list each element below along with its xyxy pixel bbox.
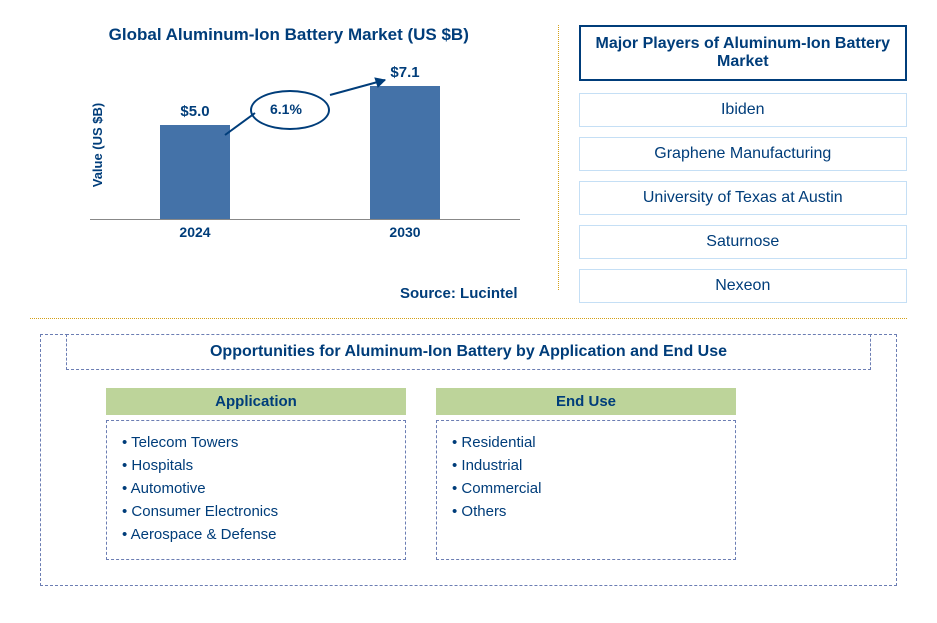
player-item: Nexeon xyxy=(579,269,907,303)
y-axis-label: Value (US $B) xyxy=(90,102,105,187)
opportunity-item: Industrial xyxy=(452,454,720,477)
chart-panel: Global Aluminum-Ion Battery Market (US $… xyxy=(30,15,548,313)
opportunities-panel: Opportunities for Aluminum-Ion Battery b… xyxy=(40,334,897,586)
opportunity-item: Automotive xyxy=(122,477,390,500)
opportunity-list: ResidentialIndustrialCommercialOthers xyxy=(436,420,736,560)
opportunity-item: Commercial xyxy=(452,477,720,500)
horizontal-divider xyxy=(30,318,907,319)
opportunity-item: Aerospace & Defense xyxy=(122,523,390,546)
opportunity-list: Telecom TowersHospitalsAutomotiveConsume… xyxy=(106,420,406,560)
player-item: Graphene Manufacturing xyxy=(579,137,907,171)
x-tick-label: 2024 xyxy=(160,224,230,240)
vertical-divider xyxy=(558,25,559,290)
source-label: Source: Lucintel xyxy=(30,285,518,302)
players-title: Major Players of Aluminum-Ion Battery Ma… xyxy=(579,25,907,81)
player-item: Saturnose xyxy=(579,225,907,259)
opportunity-item: Hospitals xyxy=(122,454,390,477)
opportunity-item: Residential xyxy=(452,431,720,454)
opportunity-item: Others xyxy=(452,500,720,523)
player-item: Ibiden xyxy=(579,93,907,127)
opportunity-column-header: Application xyxy=(106,388,406,415)
opportunities-columns: Application Telecom TowersHospitalsAutomo… xyxy=(66,388,871,560)
x-tick-label: 2030 xyxy=(370,224,440,240)
opportunity-item: Telecom Towers xyxy=(122,431,390,454)
player-item: University of Texas at Austin xyxy=(579,181,907,215)
chart-title: Global Aluminum-Ion Battery Market (US $… xyxy=(30,25,548,45)
bar-chart: Value (US $B) $5.0$7.1 6.1% xyxy=(90,70,520,220)
opportunities-title: Opportunities for Aluminum-Ion Battery b… xyxy=(66,334,871,370)
major-players-panel: Major Players of Aluminum-Ion Battery Ma… xyxy=(579,15,907,313)
top-section: Global Aluminum-Ion Battery Market (US $… xyxy=(30,15,907,313)
growth-arrow-icon xyxy=(220,75,400,145)
opportunity-column: End Use ResidentialIndustrialCommercialOt… xyxy=(436,388,736,560)
opportunity-column-header: End Use xyxy=(436,388,736,415)
x-axis: 2024 2030 xyxy=(90,220,520,245)
opportunity-column: Application Telecom TowersHospitalsAutomo… xyxy=(106,388,406,560)
opportunity-item: Consumer Electronics xyxy=(122,500,390,523)
